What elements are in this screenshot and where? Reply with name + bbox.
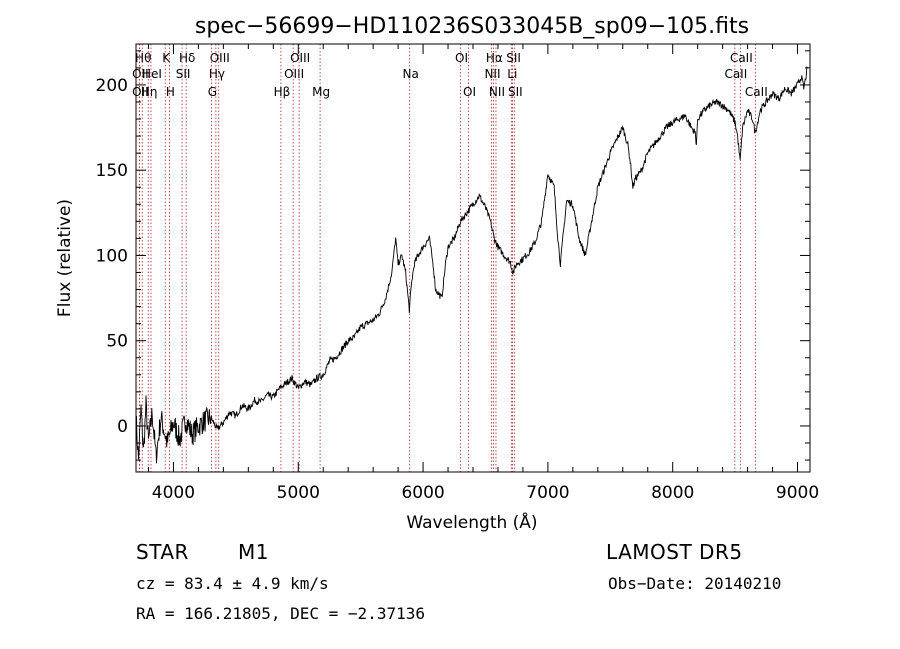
line-mark-label-23: SII: [506, 51, 521, 65]
line-mark-label-26: CaII: [730, 51, 753, 65]
line-mark-label-27: CaII: [745, 85, 768, 99]
line-mark-label-5: K: [162, 51, 171, 65]
coordinates: RA = 166.21805, DEC = −2.37136: [136, 604, 425, 623]
line-mark-label-25: CaII: [724, 67, 747, 81]
object-class: STAR: [136, 540, 189, 564]
line-mark-label-7: Hδ: [179, 51, 195, 65]
line-mark-label-3: Hη: [141, 85, 158, 99]
line-mark-label-6: H: [166, 85, 175, 99]
y-axis-label: Flux (relative): [55, 199, 75, 317]
spectrum-chart: spec−56699−HD110236S033045B_sp09−105.fit…: [55, 14, 819, 533]
redshift-cz: cz = 83.4 ± 4.9 km/s: [136, 574, 329, 593]
line-mark-label-8: SII: [176, 67, 191, 81]
line-mark-label-16: Na: [403, 67, 419, 81]
y-tick-label-0: 0: [117, 417, 128, 437]
survey-name: LAMOST DR5: [606, 540, 743, 564]
line-mark-label-0: Hθ: [135, 51, 151, 65]
line-mark-label-24: SII: [508, 85, 523, 99]
line-mark-label-13: OIII: [284, 67, 304, 81]
x-tick-label-5: 9000: [776, 483, 819, 503]
series-layer: [135, 65, 808, 464]
y-tick-label-2: 100: [96, 246, 128, 266]
x-tick-label-1: 5000: [277, 483, 320, 503]
line-mark-label-21: NII: [489, 85, 505, 99]
y-tick-label-1: 50: [106, 332, 128, 352]
y-tick-label-3: 150: [96, 161, 128, 181]
line-mark-label-20: Hα: [486, 51, 503, 65]
axis-ticks: 4000 5000 6000 7000 8000 9000 0 50 100 150 200: [96, 44, 819, 503]
line-mark-label-22: Li: [507, 67, 517, 81]
line-mark-label-18: OI: [463, 85, 476, 99]
line-mark-label-10: OIII: [210, 51, 230, 65]
x-tick-label-3: 7000: [526, 483, 569, 503]
line-mark-label-17: OI: [455, 51, 468, 65]
observation-date: Obs−Date: 20140210: [608, 574, 782, 593]
y-tick-label-4: 200: [96, 76, 128, 96]
line-mark-label-9: Hγ: [209, 67, 225, 81]
x-axis-label: Wavelength (Å): [406, 511, 537, 533]
line-mark-label-15: Mg: [312, 85, 330, 99]
object-subclass: M1: [238, 540, 269, 564]
line-mark-label-12: Hβ: [274, 85, 291, 99]
spectrum-series: [135, 65, 808, 464]
line-mark-label-11: G: [208, 85, 217, 99]
x-tick-label-4: 8000: [651, 483, 694, 503]
x-tick-label-2: 6000: [401, 483, 444, 503]
x-tick-label-0: 4000: [152, 483, 195, 503]
line-mark-label-19: NII: [484, 67, 500, 81]
plot-frame: [135, 43, 811, 473]
chart-title: spec−56699−HD110236S033045B_sp09−105.fit…: [195, 14, 749, 39]
line-mark-label-4: HeI: [142, 67, 162, 81]
line-mark-label-14: OIII: [290, 51, 310, 65]
